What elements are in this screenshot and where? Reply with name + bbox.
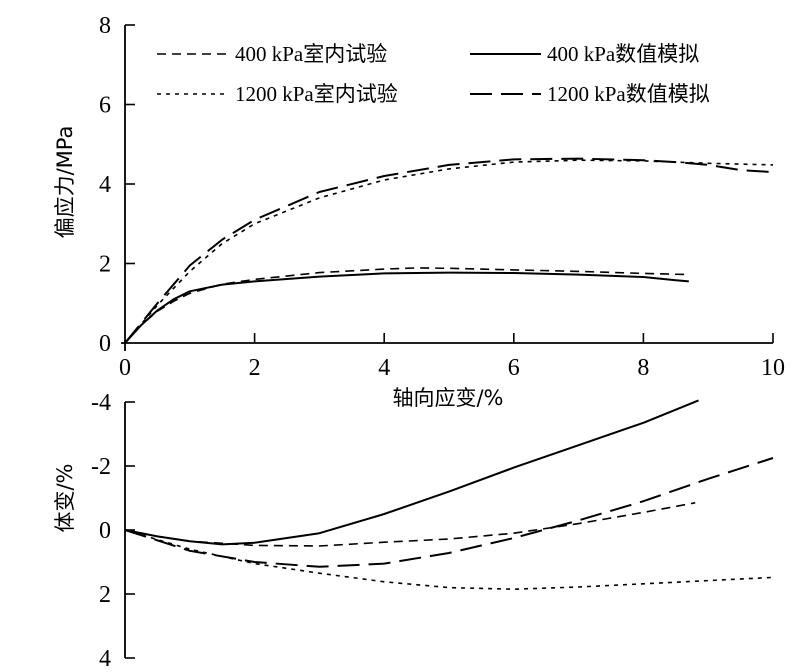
- top-y-tick-label: 6: [99, 93, 111, 119]
- legend-label-400-test: 400 kPa室内试验: [235, 42, 387, 66]
- top-series-line-1: [124, 271, 689, 344]
- bottom-y-tick-label: 4: [99, 646, 111, 672]
- bottom-y-tick-label: -2: [91, 454, 111, 480]
- x-tick-label: 6: [508, 355, 520, 381]
- bottom-series-line-2: [124, 529, 774, 590]
- bottom-series-line-0: [124, 502, 696, 547]
- bottom-y-tick-label: 0: [99, 518, 111, 544]
- top-axes: 0 2 4 6 8 0 2 4 6 8 10: [99, 13, 785, 381]
- bottom-series-line-3: [124, 457, 774, 568]
- top-y-tick-label: 2: [99, 252, 111, 278]
- legend-label-1200-test: 1200 kPa室内试验: [235, 82, 398, 106]
- top-series-line-2: [124, 159, 774, 344]
- bottom-series: [124, 399, 774, 590]
- bottom-y-tick-label: -4: [91, 390, 111, 416]
- x-tick-label: 0: [119, 355, 131, 381]
- top-series-line-0: [124, 267, 689, 344]
- top-series: [124, 157, 774, 344]
- legend-label-400-sim: 400 kPa数值模拟: [547, 42, 699, 66]
- top-y-axis-title: 偏应力/MPa: [53, 126, 77, 239]
- x-axis-title: 轴向应变/%: [392, 386, 503, 410]
- top-series-line-3: [124, 157, 774, 344]
- top-y-tick-label: 4: [99, 172, 111, 198]
- legend-label-1200-sim: 1200 kPa数值模拟: [547, 82, 710, 106]
- bottom-series-line-1: [124, 399, 699, 546]
- bottom-y-axis-title: 体变/%: [53, 463, 77, 532]
- x-tick-label: 10: [761, 355, 785, 381]
- top-y-tick-label: 8: [99, 13, 111, 39]
- legend: 400 kPa室内试验 400 kPa数值模拟 1200 kPa室内试验 120…: [157, 42, 710, 106]
- x-tick-label: 4: [378, 355, 390, 381]
- top-y-tick-label: 0: [99, 331, 111, 357]
- bottom-y-tick-label: 2: [99, 582, 111, 608]
- x-tick-label: 8: [637, 355, 649, 381]
- x-tick-label: 2: [249, 355, 261, 381]
